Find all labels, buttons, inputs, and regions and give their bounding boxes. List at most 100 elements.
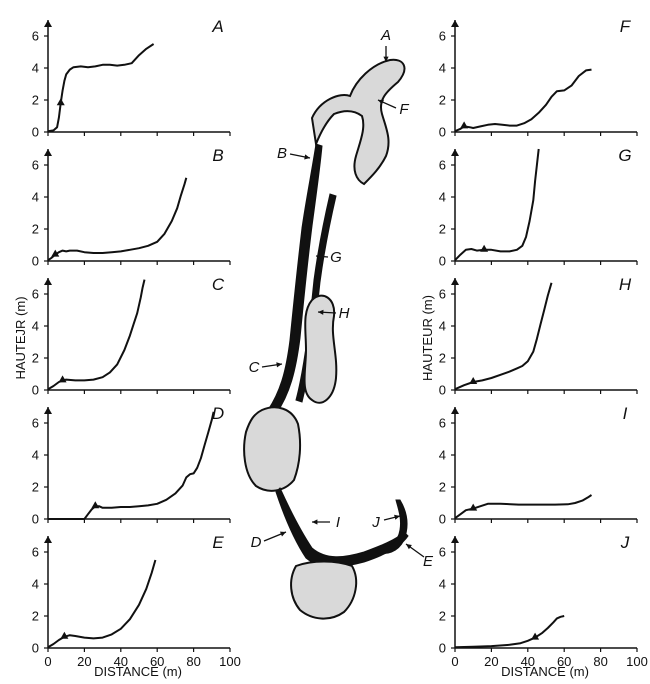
- y-tick-label: 6: [439, 545, 446, 560]
- profile-line-d: [48, 411, 215, 520]
- profile-line-b: [47, 177, 188, 262]
- y-tick-label: 4: [32, 319, 39, 334]
- panel-letter-i: I: [623, 404, 628, 423]
- map-arrowhead-g: [316, 253, 322, 259]
- map-label-c: C: [249, 359, 260, 376]
- profile-panel-i: 0 2 4 6 I: [439, 404, 638, 527]
- profile-line-g: [454, 148, 540, 261]
- map-label-h: H: [339, 305, 350, 322]
- island-south-spit: [275, 487, 409, 568]
- y-tick-label: 2: [439, 480, 446, 495]
- y-tick-label: 2: [439, 609, 446, 624]
- profile-panel-d: 0 2 4 6 D: [32, 404, 231, 527]
- profile-panel-f: 0 2 4 6 F: [439, 17, 638, 140]
- island-central-lobe: [243, 406, 302, 492]
- map-label-d: D: [251, 534, 262, 551]
- y-tick-label: 0: [439, 383, 446, 398]
- profile-marker-i: [469, 503, 478, 511]
- profile-marker-d: [91, 501, 100, 509]
- y-axis-arrow-e: [44, 536, 52, 543]
- profile-marker-a: [56, 98, 65, 106]
- y-tick-label: 2: [439, 351, 446, 366]
- left-y-axis-title: HAUTEJR (m): [13, 296, 28, 379]
- panel-letter-j: J: [620, 533, 630, 552]
- y-tick-label: 2: [32, 609, 39, 624]
- y-tick-label: 6: [32, 545, 39, 560]
- y-tick-label: 2: [32, 93, 39, 108]
- y-tick-label: 2: [32, 222, 39, 237]
- x-tick-label: 0: [44, 654, 51, 669]
- right-y-axis-title: HAUTEUR (m): [420, 295, 435, 381]
- y-tick-label: 4: [439, 190, 446, 205]
- y-axis-arrow-j: [451, 536, 459, 543]
- profile-panel-b: 0 2 4 6 B: [32, 146, 231, 269]
- y-tick-label: 2: [32, 351, 39, 366]
- island-north-lobe: [310, 58, 406, 186]
- profile-line-f: [454, 68, 592, 133]
- profile-panel-h: 0 2 4 6 H: [439, 275, 638, 398]
- map-label-layer: A F B G H C I J D E: [249, 27, 434, 570]
- profile-marker-e: [60, 631, 69, 639]
- x-tick-label: 20: [484, 654, 498, 669]
- x-tick-label: 60: [557, 654, 571, 669]
- island-east-hook: [375, 499, 408, 554]
- profile-line-j: [454, 615, 565, 649]
- map-label-b: B: [277, 145, 287, 162]
- panel-letter-f: F: [620, 17, 632, 36]
- y-tick-label: 6: [439, 29, 446, 44]
- panel-letter-e: E: [212, 533, 224, 552]
- profile-panel-a: 0 2 4 6 A: [32, 17, 231, 140]
- map-arrowhead-b: [304, 154, 310, 160]
- left-x-axis-title: DISTANCE (m): [94, 664, 182, 679]
- y-tick-label: 6: [32, 158, 39, 173]
- x-tick-label: 60: [150, 654, 164, 669]
- island-map: A F B G H C I J D E: [243, 27, 434, 620]
- map-label-f: F: [399, 101, 409, 118]
- map-label-a: A: [380, 27, 391, 44]
- map-arrowhead-j: [394, 514, 400, 520]
- y-axis-arrow-c: [44, 278, 52, 285]
- panel-letter-h: H: [619, 275, 632, 294]
- profile-line-i: [454, 494, 593, 520]
- y-axis-arrow-h: [451, 278, 459, 285]
- profile-marker-g: [480, 244, 489, 252]
- panel-letter-b: B: [212, 146, 223, 165]
- y-tick-label: 4: [32, 61, 39, 76]
- y-tick-label: 4: [439, 61, 446, 76]
- y-tick-label: 4: [439, 577, 446, 592]
- x-tick-label: 40: [114, 654, 128, 669]
- x-tick-label: 0: [451, 654, 458, 669]
- y-tick-label: 0: [32, 254, 39, 269]
- profile-marker-f: [460, 121, 469, 129]
- y-tick-label: 4: [439, 448, 446, 463]
- y-tick-label: 4: [439, 319, 446, 334]
- y-tick-label: 6: [439, 158, 446, 173]
- y-axis-arrow-f: [451, 20, 459, 27]
- map-label-g: G: [330, 249, 342, 266]
- y-tick-label: 4: [32, 448, 39, 463]
- profile-marker-c: [58, 375, 67, 383]
- y-tick-label: 0: [32, 512, 39, 527]
- map-arrowhead-f: [378, 99, 384, 105]
- panel-letter-g: G: [618, 146, 631, 165]
- y-tick-label: 6: [439, 287, 446, 302]
- y-axis-arrow-d: [44, 407, 52, 414]
- y-tick-label: 6: [32, 416, 39, 431]
- y-tick-label: 4: [32, 577, 39, 592]
- y-tick-label: 2: [439, 93, 446, 108]
- map-label-j: J: [371, 514, 380, 531]
- profile-panel-c: 0 2 4 6 C: [32, 275, 231, 398]
- map-arrowhead-i: [312, 519, 318, 525]
- map-arrowhead-c: [276, 362, 282, 368]
- y-tick-label: 2: [439, 222, 446, 237]
- island-south-lobe: [290, 560, 358, 620]
- map-label-i: I: [336, 514, 340, 531]
- panel-letter-c: C: [212, 275, 225, 294]
- y-tick-label: 6: [439, 416, 446, 431]
- y-axis-arrow-a: [44, 20, 52, 27]
- y-tick-label: 0: [439, 512, 446, 527]
- map-arrowhead-a: [383, 56, 389, 62]
